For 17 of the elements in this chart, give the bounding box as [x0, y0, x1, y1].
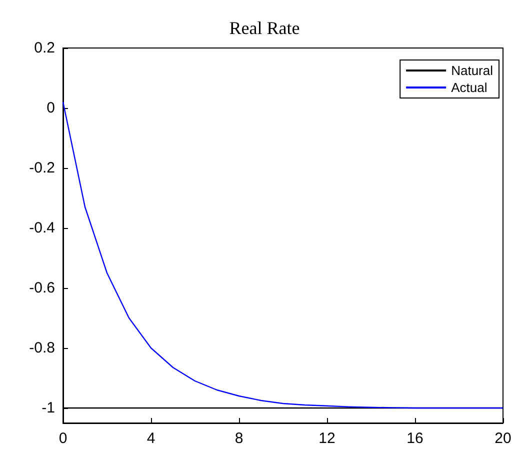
y-tick-label: -0.4: [29, 220, 55, 236]
y-tick-label: -0.8: [29, 340, 55, 356]
x-tick-label: 8: [234, 430, 244, 447]
y-tick-label: 0.2: [34, 40, 55, 56]
x-tick-label: 0: [58, 430, 68, 447]
chart-title: Real Rate: [229, 18, 300, 38]
x-tick-label: 16: [406, 430, 424, 447]
x-tick-label: 4: [146, 430, 156, 447]
y-tick-label: -0.2: [29, 160, 55, 176]
x-tick-label: 20: [494, 430, 512, 447]
legend-label: Actual: [451, 80, 488, 95]
x-tick-label: 12: [318, 430, 336, 447]
y-tick-label: -0.6: [29, 280, 55, 296]
y-tick-label: -1: [42, 400, 55, 416]
legend-label: Natural: [451, 63, 494, 78]
line-series: [62, 101, 504, 409]
y-tick-label: 0: [46, 100, 55, 116]
